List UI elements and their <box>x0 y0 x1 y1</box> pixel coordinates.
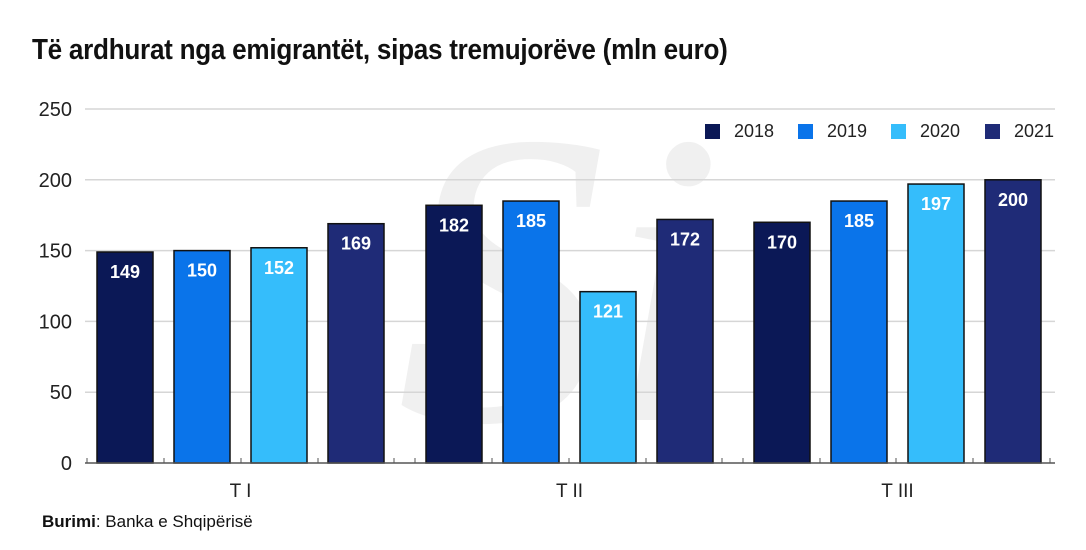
y-tick-label: 100 <box>39 311 72 333</box>
x-tick-label: T II <box>556 481 583 502</box>
legend-swatch <box>891 124 906 139</box>
legend-swatch <box>985 124 1000 139</box>
data-label: 149 <box>110 262 140 282</box>
source-note: Burimi: Banka e Shqipërisë <box>42 512 253 532</box>
bar-2019-tiii <box>830 200 888 464</box>
chart-title: Të ardhurat nga emigrantët, sipas tremuj… <box>32 34 728 66</box>
data-label: 169 <box>341 234 371 254</box>
legend-item-2019: 2019 <box>798 121 867 142</box>
y-tick-label: 200 <box>39 170 72 192</box>
bar-2018-ti <box>96 251 154 464</box>
bar-2018-tii <box>425 204 483 464</box>
bar-2020-ti <box>250 247 308 464</box>
legend-label: 2021 <box>1014 121 1055 141</box>
legend-swatch <box>798 124 813 139</box>
legend-item-2021: 2021 <box>985 121 1054 142</box>
data-label: 182 <box>439 215 469 235</box>
legend-swatch <box>705 124 720 139</box>
bar-2020-tiii <box>907 183 965 464</box>
data-label: 152 <box>264 258 294 278</box>
bar-2019-ti <box>173 249 231 464</box>
y-tick-label: 50 <box>50 382 72 404</box>
x-tick-label: T III <box>881 481 913 502</box>
data-label: 185 <box>516 211 546 231</box>
y-tick-label: 150 <box>39 241 72 263</box>
x-tick-label: T I <box>230 481 252 502</box>
bar-2020-tii <box>579 290 637 464</box>
legend-item-2020: 2020 <box>891 121 960 142</box>
bar-2021-tiii <box>984 179 1042 464</box>
data-label: 170 <box>767 232 797 252</box>
legend-label: 2019 <box>827 121 868 141</box>
data-label: 172 <box>670 229 700 249</box>
bar-2018-tiii <box>753 221 811 464</box>
bar-2021-ti <box>327 222 385 464</box>
data-label: 197 <box>921 194 951 214</box>
data-label: 185 <box>844 211 874 231</box>
y-tick-label: 250 <box>39 99 72 121</box>
bar-2019-tii <box>502 200 560 464</box>
legend-label: 2020 <box>920 121 961 141</box>
data-label: 150 <box>187 261 217 281</box>
y-tick-label: 0 <box>61 453 72 475</box>
data-label: 121 <box>593 302 623 322</box>
legend-item-2018: 2018 <box>705 121 774 142</box>
legend-label: 2018 <box>734 121 775 141</box>
source-text: : Banka e Shqipërisë <box>95 512 253 531</box>
source-label: Burimi <box>42 512 96 531</box>
data-label: 200 <box>998 190 1028 210</box>
bar-2021-tii <box>656 218 714 464</box>
